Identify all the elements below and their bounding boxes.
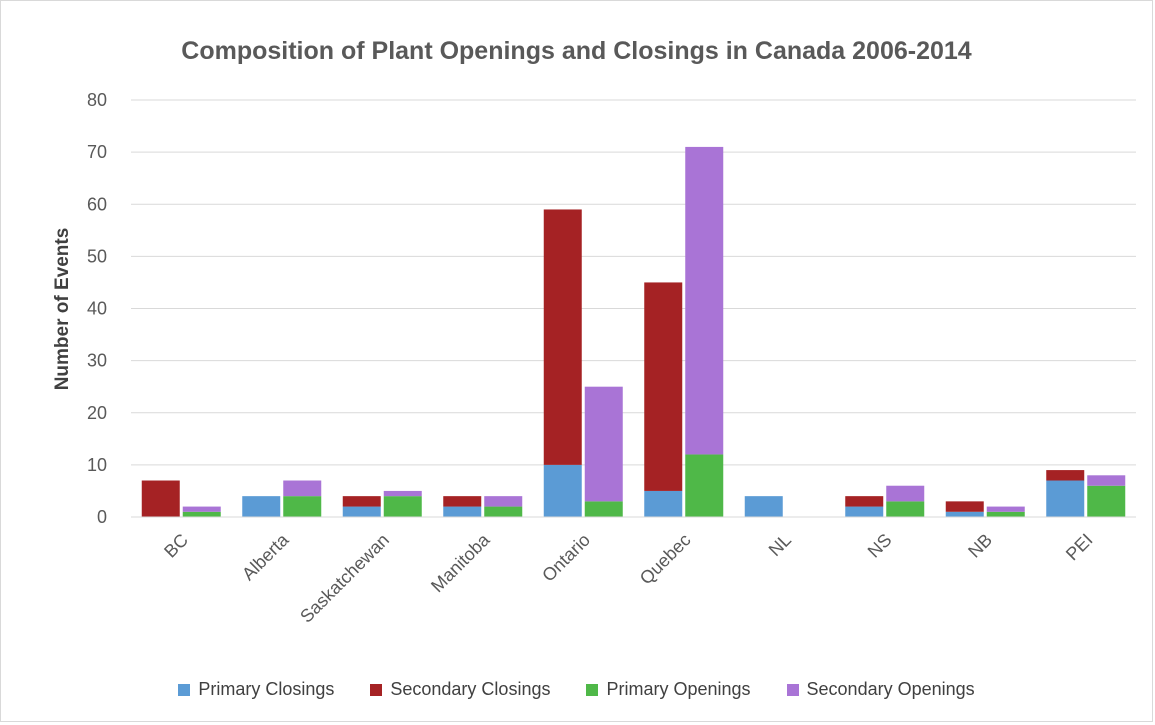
x-tick-label: PEI	[1062, 530, 1097, 565]
x-tick-label: Ontario	[538, 530, 594, 586]
legend-swatch-primary-closings	[178, 683, 191, 696]
legend: Primary Closings Secondary Closings Prim…	[1, 679, 1152, 700]
bar-secondary-openings	[584, 386, 623, 502]
bar-secondary-closings	[845, 496, 884, 507]
bar-primary-openings	[383, 496, 422, 517]
bar-primary-openings	[182, 511, 221, 517]
y-tick-label: 10	[87, 455, 107, 475]
x-tick-label: NS	[864, 530, 896, 562]
x-tick-label: NB	[964, 530, 996, 562]
legend-swatch-primary-openings	[586, 683, 599, 696]
bar-primary-closings	[1046, 480, 1085, 517]
bar-secondary-openings	[886, 485, 925, 502]
bar-secondary-openings	[1087, 475, 1126, 486]
x-tick-label: Quebec	[636, 530, 695, 589]
legend-item: Secondary Closings	[370, 679, 550, 700]
bar-secondary-openings	[383, 490, 422, 497]
y-tick-label: 60	[87, 194, 107, 214]
y-tick-label: 0	[97, 507, 107, 527]
bar-secondary-closings	[1046, 470, 1085, 481]
bar-primary-openings	[283, 496, 322, 517]
bar-secondary-closings	[342, 496, 381, 507]
legend-swatch-secondary-closings	[370, 683, 383, 696]
legend-item: Primary Openings	[586, 679, 751, 700]
x-tick-label: BC	[160, 530, 192, 562]
bar-primary-closings	[945, 511, 984, 517]
y-tick-label: 40	[87, 299, 107, 319]
bar-secondary-openings	[484, 496, 523, 507]
legend-item: Secondary Openings	[786, 679, 975, 700]
x-tick-label: Manitoba	[427, 529, 494, 596]
bar-primary-closings	[443, 506, 482, 517]
bar-primary-openings	[1087, 485, 1126, 517]
x-tick-label: NL	[765, 530, 795, 560]
bar-primary-openings	[584, 501, 623, 517]
x-tick-label: Alberta	[238, 529, 293, 584]
legend-label: Secondary Closings	[390, 679, 551, 699]
bar-secondary-closings	[543, 209, 582, 465]
legend-label: Primary Closings	[198, 679, 335, 699]
bar-secondary-closings	[644, 282, 683, 491]
bar-primary-openings	[986, 511, 1025, 517]
x-tick-label: Saskatchewan	[296, 530, 393, 627]
bar-primary-openings	[685, 454, 724, 517]
bar-primary-closings	[543, 464, 582, 517]
bar-primary-closings	[242, 496, 281, 517]
chart-title: Composition of Plant Openings and Closin…	[181, 37, 972, 65]
bar-primary-closings	[644, 490, 683, 517]
bar-secondary-openings	[986, 506, 1025, 512]
bar-primary-closings	[342, 506, 381, 517]
bar-secondary-closings	[443, 496, 482, 507]
legend-swatch-secondary-openings	[786, 683, 799, 696]
bar-secondary-closings	[141, 480, 180, 517]
bar-primary-openings	[886, 501, 925, 517]
y-tick-label: 20	[87, 403, 107, 423]
bar-secondary-openings	[182, 506, 221, 512]
bar-primary-closings	[845, 506, 884, 517]
y-tick-label: 30	[87, 351, 107, 371]
bar-primary-closings	[744, 496, 783, 517]
bar-secondary-openings	[283, 480, 322, 497]
bar-secondary-closings	[945, 501, 984, 512]
bar-primary-openings	[484, 506, 523, 517]
legend-item: Primary Closings	[178, 679, 334, 700]
bar-secondary-openings	[685, 146, 724, 455]
legend-label: Secondary Openings	[806, 679, 975, 699]
y-tick-label: 80	[87, 90, 107, 110]
y-tick-label: 70	[87, 142, 107, 162]
legend-label: Primary Openings	[606, 679, 751, 699]
y-tick-label: 50	[87, 246, 107, 266]
